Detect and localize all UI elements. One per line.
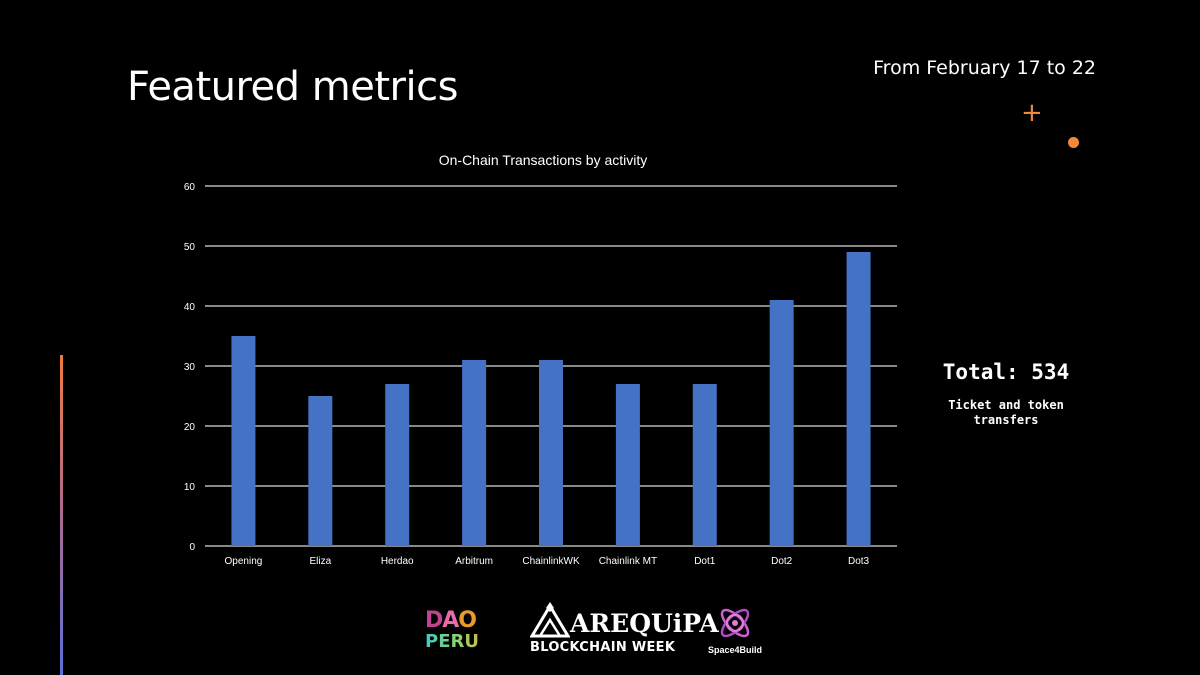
space4build-label: Space4Build [707, 645, 763, 655]
plus-icon: + [1021, 98, 1043, 128]
dao-logo-top-row: DAO [425, 610, 493, 632]
gradient-line-decoration [60, 355, 63, 675]
dao-letter-a: A [442, 608, 459, 633]
bar-chart: On-Chain Transactions by activity 0 10 20 3… [184, 152, 897, 567]
caption-line-2: transfers [973, 413, 1039, 427]
bar-chainlinkwk [539, 360, 563, 546]
y-tick-label: 50 [184, 242, 196, 253]
x-tick-label: Chainlink MT [599, 556, 657, 567]
dao-logo-country: PERU [425, 632, 493, 652]
x-tick-label: Eliza [309, 556, 331, 567]
arequipa-wordmark: AREQUiPA [570, 609, 719, 638]
dao-letter-d: D [425, 608, 443, 633]
total-caption: Ticket and token transfers [920, 398, 1092, 428]
dao-letter-o: O [458, 608, 477, 633]
mountain-icon [530, 602, 570, 638]
date-range: From February 17 to 22 [873, 57, 1096, 79]
blockchain-week-label: BLOCKCHAIN WEEK [530, 640, 676, 655]
her-dao-peru-logo: DAO PERU [425, 610, 493, 654]
bar-opening [231, 336, 256, 546]
x-tick-label: Dot1 [694, 556, 716, 567]
x-tick-label: Dot2 [771, 556, 793, 567]
x-tick-label: Dot3 [848, 556, 870, 567]
space4build-logo: Space4Build [700, 603, 770, 657]
y-tick-label: 20 [184, 422, 196, 433]
summary-block: Total: 534 Ticket and token transfers [920, 360, 1092, 428]
sponsor-logos: DAO PERU AREQUiPA BLOCKCHAIN WEEK Space4… [0, 600, 1200, 660]
bar-chainlink-mt [615, 384, 640, 546]
chart-title: On-Chain Transactions by activity [439, 152, 648, 168]
bar-arbitrum [462, 360, 487, 546]
caption-line-1: Ticket and token [948, 398, 1064, 412]
arequipa-blockchain-week-logo: AREQUiPA BLOCKCHAIN WEEK [528, 602, 719, 658]
x-tick-label: ChainlinkWK [522, 556, 580, 567]
atom-icon [720, 608, 750, 638]
dot-decoration [1068, 137, 1079, 148]
bar-dot3 [846, 252, 871, 546]
y-tick-label: 30 [184, 362, 196, 373]
y-tick-label: 40 [184, 302, 196, 313]
bar-eliza [308, 396, 333, 546]
page-title: Featured metrics [127, 64, 458, 110]
x-tick-label: Opening [225, 556, 263, 567]
bar-dot1 [692, 384, 717, 546]
x-tick-label: Herdao [381, 556, 414, 567]
y-tick-label: 0 [189, 542, 195, 553]
y-tick-label: 60 [184, 182, 196, 193]
y-tick-label: 10 [184, 482, 196, 493]
x-tick-label: Arbitrum [455, 556, 493, 567]
bar-dot2 [769, 300, 794, 546]
total-value: Total: 534 [942, 360, 1070, 384]
bar-herdao [385, 384, 410, 546]
